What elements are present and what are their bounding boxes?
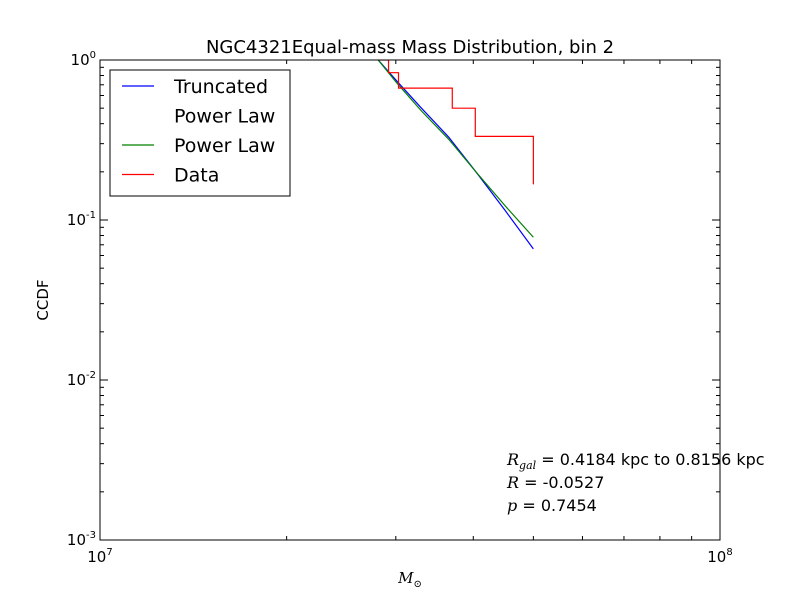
chart-title: NGC4321Equal-mass Mass Distribution, bin…: [206, 37, 614, 58]
y-tick-label: 10-2: [67, 370, 96, 389]
series-layer: [377, 60, 534, 250]
x-axis-label: M⊙: [397, 569, 422, 590]
legend-label-truncated-power-law: Truncated: [173, 76, 268, 98]
annotation-line: R = -0.0527: [506, 473, 604, 492]
x-tick-label: 107: [87, 547, 112, 566]
legend: Truncated Power Law Power Law Data: [109, 69, 291, 197]
x-tick-label: 108: [707, 547, 732, 566]
plot-frame: [99, 59, 721, 541]
y-tick-label: 10-1: [67, 210, 96, 229]
annotation-line: p = 0.7454: [507, 496, 597, 515]
legend-label-truncated-power-law: Power Law: [174, 106, 275, 128]
annotation-line: Rgal = 0.4184 kpc to 0.8156 kpc: [506, 450, 765, 472]
series-line-data: [378, 60, 534, 185]
series-line-truncated-power-law: [377, 60, 534, 250]
legend-label-power-law: Power Law: [174, 135, 275, 157]
legend-label-data: Data: [174, 165, 219, 187]
y-tick-label: 100: [71, 50, 96, 69]
y-tick-label: 10-3: [67, 530, 96, 549]
series-line-power-law: [377, 60, 534, 238]
y-axis-label: CCDF: [34, 279, 52, 320]
